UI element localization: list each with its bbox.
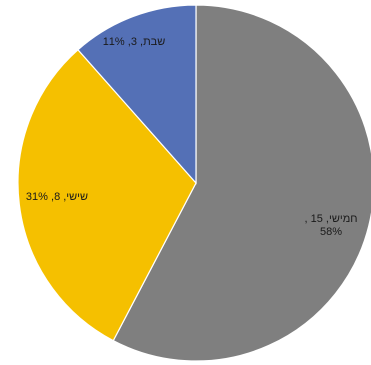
pie-slice-2 bbox=[17, 48, 197, 342]
pie-slice-3 bbox=[77, 4, 197, 185]
pie-slice-1 bbox=[112, 4, 371, 362]
pie-slice-label-2: שישי, 8, 31% bbox=[26, 191, 88, 203]
pie-slice-label-line: 58% bbox=[320, 226, 342, 238]
pie-slice-label-line: חמישי, 15 , bbox=[304, 213, 357, 225]
pie-slice-label-3: שבת, 3, 11% bbox=[103, 36, 166, 48]
pie-labels: חמישי, 15 , 58% שישי, 8, 31% שבת, 3, 11% bbox=[26, 36, 358, 238]
pie-slice-label-line: שבת, 3, 11% bbox=[103, 36, 166, 48]
pie-slice-label-line: שישי, 8, 31% bbox=[26, 191, 88, 203]
pie-slice-label-1: חמישי, 15 , 58% bbox=[304, 213, 357, 238]
pie-slices bbox=[17, 4, 371, 362]
